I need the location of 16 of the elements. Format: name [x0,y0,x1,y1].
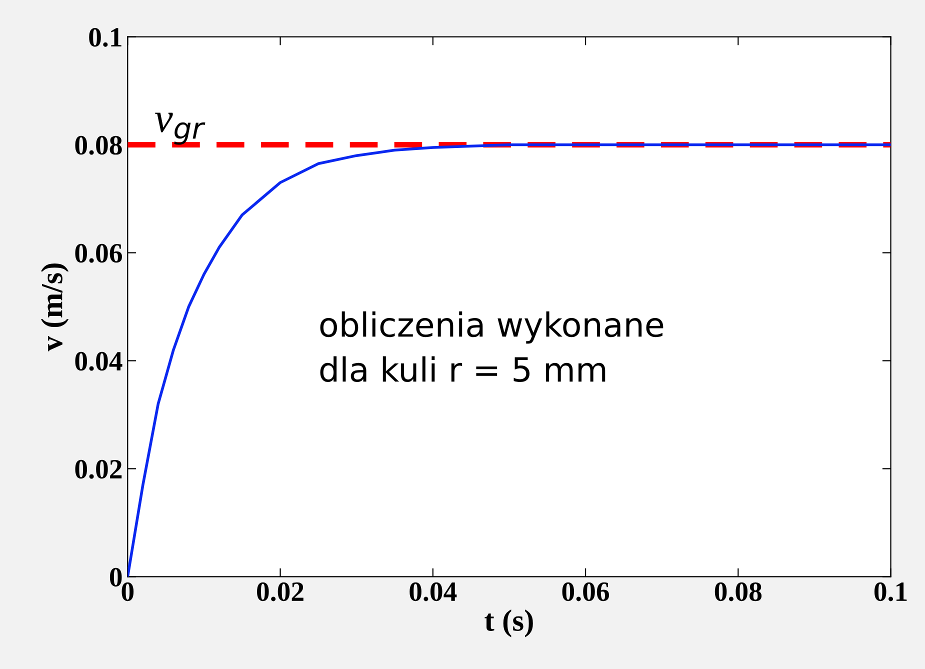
y-tick-label: 0.08 [75,136,122,155]
y-tick-label: 0.02 [75,460,122,479]
x-tick-label: 0.04 [410,582,457,602]
x-tick-label: 0.06 [562,582,610,602]
x-tick-label: 0 [122,582,134,602]
y-axis-title: v (m/s) [40,264,69,352]
x-tick-label: 0.08 [714,582,762,602]
y-tick-label: 0 [110,568,122,587]
y-tick-label: 0.1 [89,28,122,47]
x-axis-title: t (s) [484,610,533,638]
y-tick-label: 0.06 [75,244,122,263]
ref-line-label: v$_{gr}$ [154,112,206,145]
y-tick-label: 0.04 [75,352,122,371]
x-tick-label: 0.02 [257,582,304,602]
annotation: obliczenia wykonane dla kuli r = 5 mm [320,311,664,382]
x-tick-label: 0.1 [874,582,907,602]
